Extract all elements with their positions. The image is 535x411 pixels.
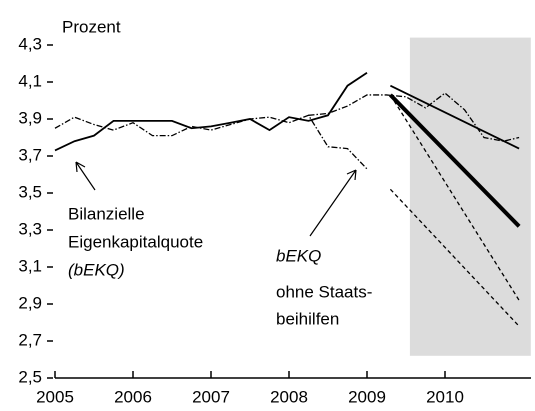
annotation: bEKQ [276,246,321,265]
y-tick-label: 3,9 [18,108,42,127]
y-tick-label: 2,7 [18,330,42,349]
annotation: ohne Staats- [276,282,372,301]
annotation: Eigenkapitalquote [68,232,203,251]
y-tick-label: 3,1 [18,256,42,275]
annotation: beihilfen [276,309,339,328]
y-axis-label: Prozent [62,17,121,36]
arrow [309,169,357,237]
y-tick-label: 4,3 [18,34,42,53]
line-series [388,93,521,228]
x-tick-label: 2008 [270,387,308,406]
y-tick-label: 2,5 [18,367,42,386]
x-tick-label: 2007 [192,387,230,406]
annotation: (bEKQ) [68,260,125,279]
line-series [390,84,520,150]
y-tick-label: 3,3 [18,219,42,238]
y-tick-label: 2,9 [18,293,42,312]
arrow [75,161,96,191]
y-tick-label: 3,7 [18,145,42,164]
x-tick-label: 2005 [36,387,74,406]
y-tick-label: 4,1 [18,71,42,90]
line-series [389,94,520,301]
shade-layer [409,37,531,356]
line-series [308,92,520,142]
x-tick-label: 2006 [114,387,152,406]
annotation: Bilanzielle [68,204,145,223]
x-tick-label: 2009 [348,387,386,406]
x-tick-label: 2010 [426,387,464,406]
line-series [54,114,368,170]
line-series [389,188,520,327]
forecast-shade [409,37,531,356]
y-tick-label: 3,5 [18,182,42,201]
line-series [54,72,368,152]
